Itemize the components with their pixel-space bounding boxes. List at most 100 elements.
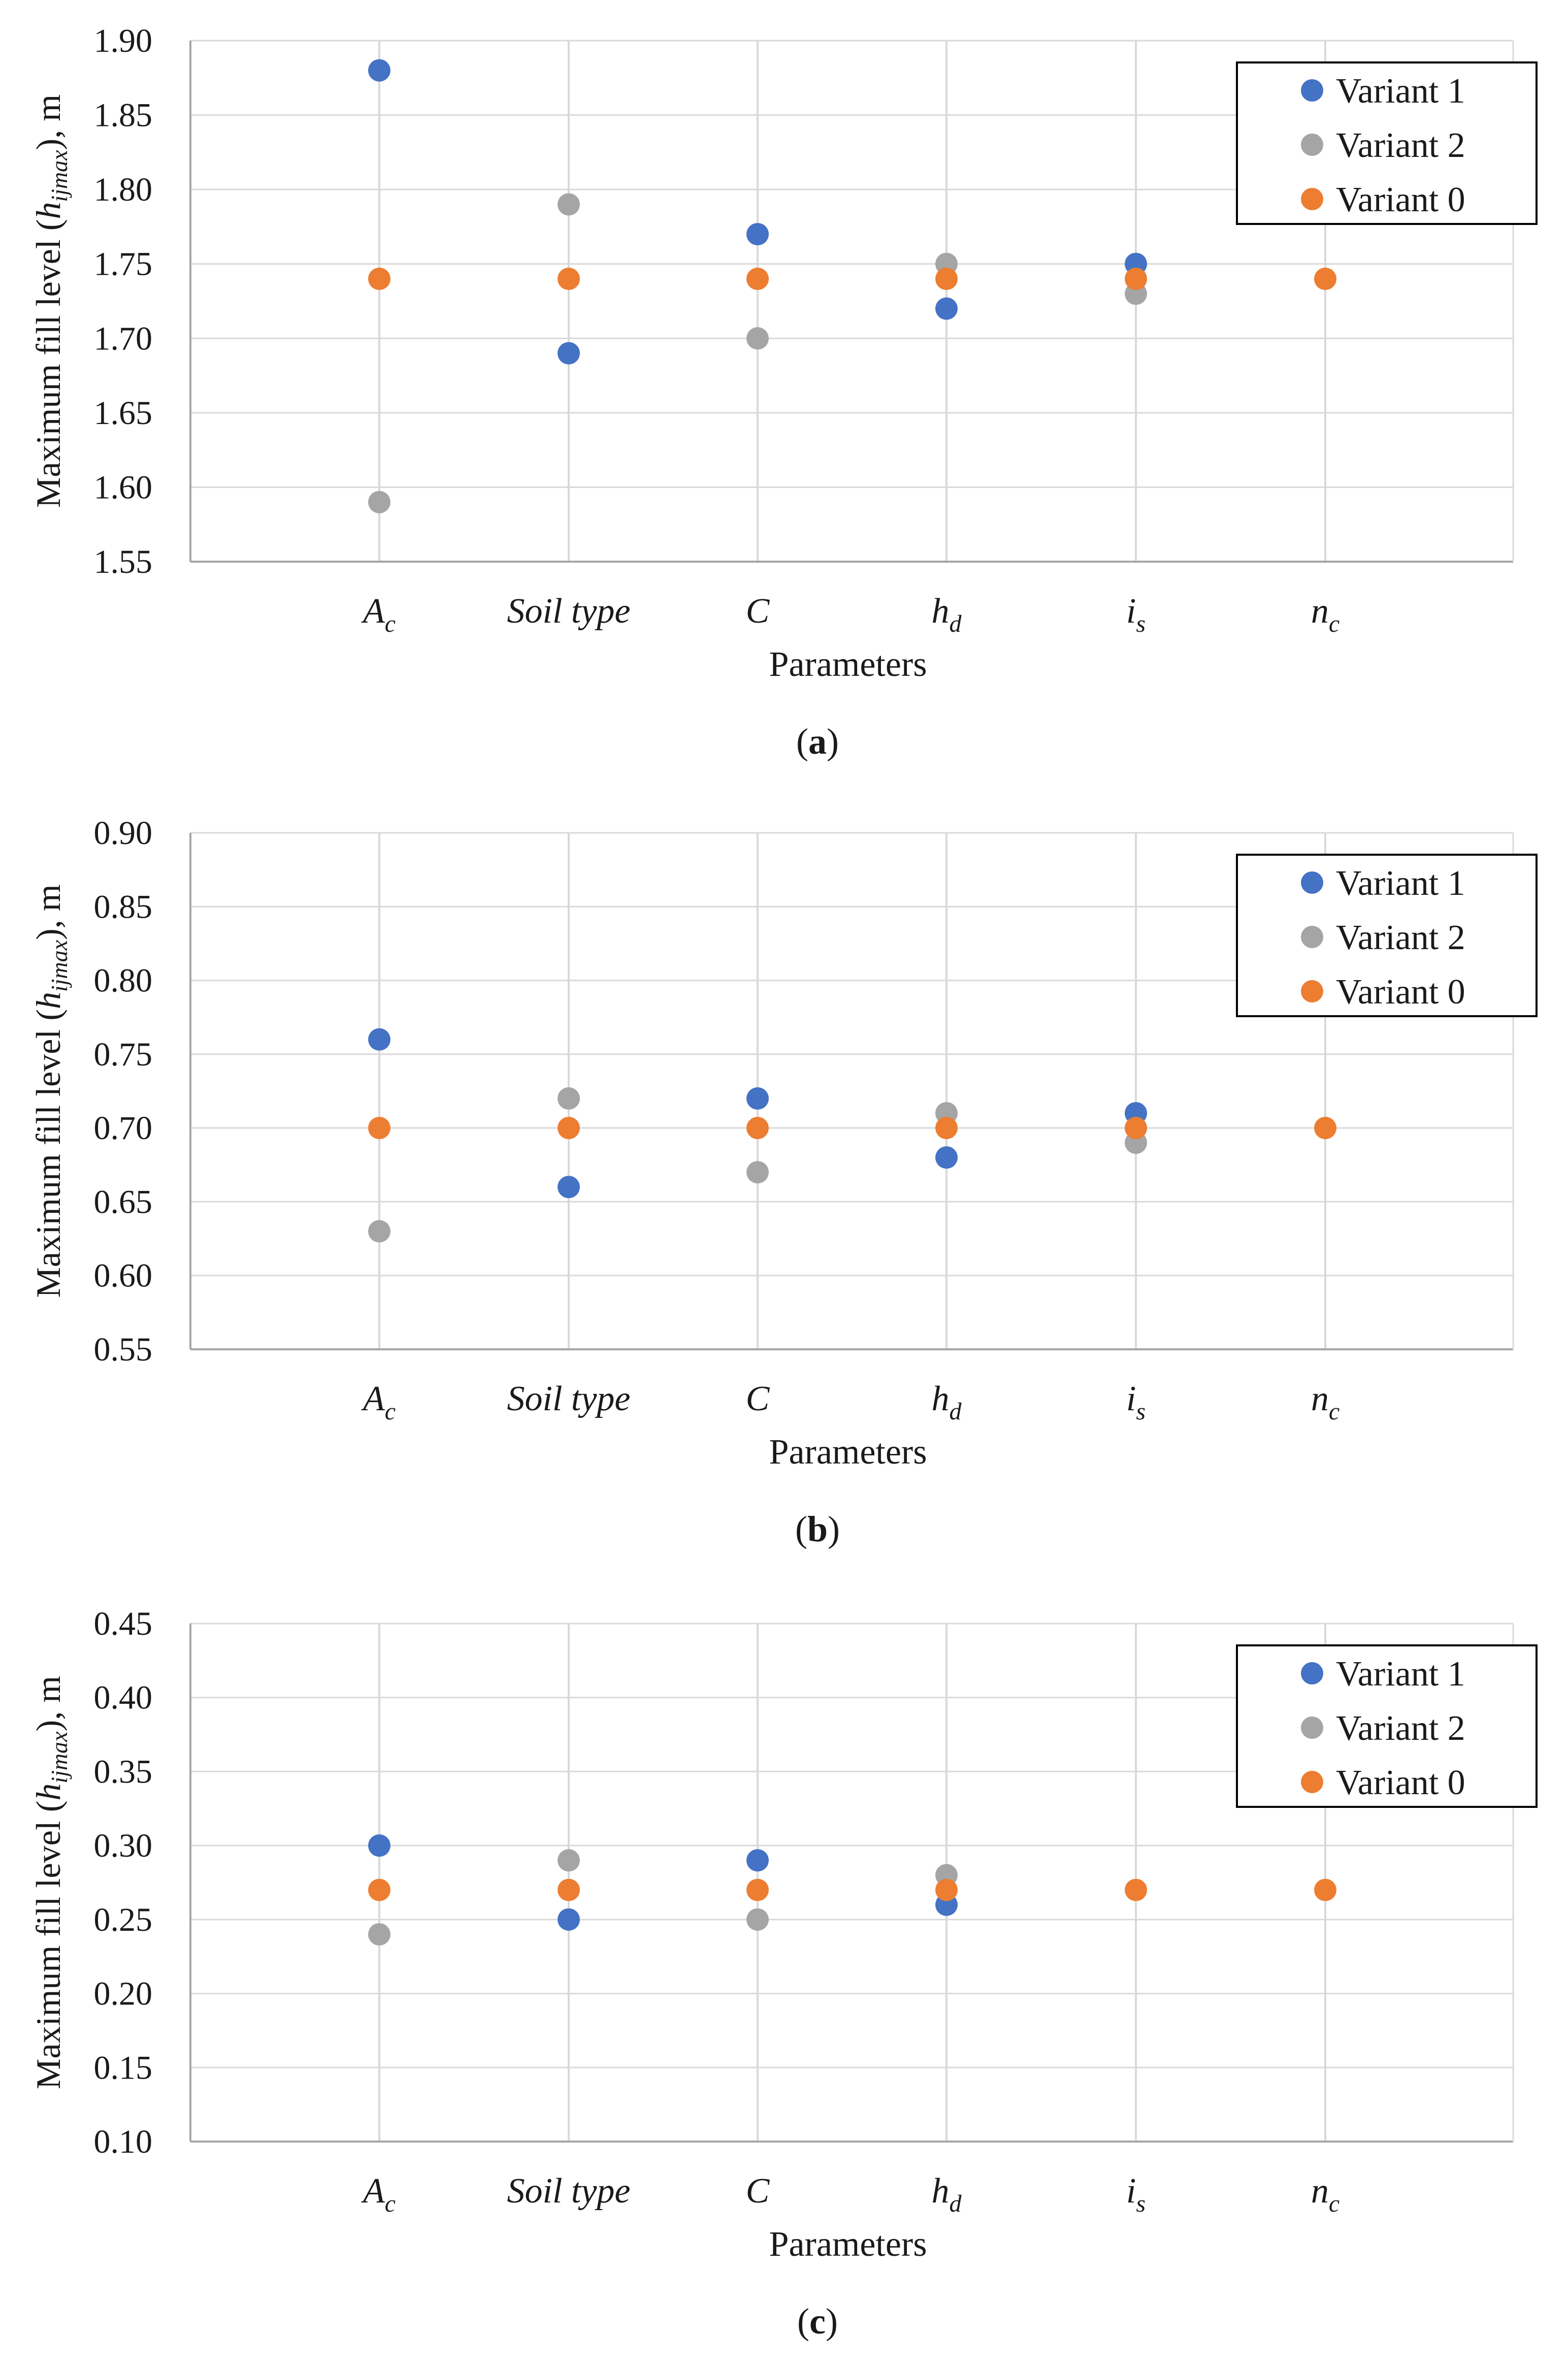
caption-letter: c <box>809 2301 826 2342</box>
x-category-main: A <box>361 1379 385 1418</box>
legend-box <box>1236 854 1538 1017</box>
point-variant-2-1 <box>558 1849 580 1872</box>
y-label-end: ), m <box>29 94 68 150</box>
legend-box <box>1236 61 1538 225</box>
x-category-main: C <box>746 2171 770 2211</box>
x-category-main: n <box>1311 2171 1329 2211</box>
x-category-sub: c <box>1329 1398 1340 1425</box>
point-variant-1-3 <box>935 297 958 320</box>
point-variant-2-0 <box>368 1220 390 1243</box>
legend-label: Variant 0 <box>1336 973 1465 1012</box>
x-category-sub: c <box>385 1398 396 1425</box>
y-tick-label: 0.45 <box>94 1605 153 1642</box>
x-category-label: Soil type <box>507 2171 631 2211</box>
legend-label: Variant 0 <box>1336 1763 1465 1802</box>
caption-close: ) <box>828 1509 840 1549</box>
y-label-main: Maximum fill level ( <box>29 1009 68 1298</box>
point-variant-0-1 <box>558 1117 580 1140</box>
y-tick-label: 0.75 <box>94 1036 153 1073</box>
point-variant-0-2 <box>746 1117 769 1140</box>
y-label-main: Maximum fill level ( <box>29 219 68 508</box>
y-label-end: ), m <box>29 1676 68 1732</box>
point-variant-0-3 <box>935 1117 958 1140</box>
y-tick-label: 1.85 <box>94 97 153 134</box>
legend-marker-variant-2 <box>1301 926 1323 948</box>
x-category-sub: c <box>385 2190 396 2217</box>
x-category-main: i <box>1126 2171 1136 2211</box>
point-variant-2-2 <box>746 327 769 350</box>
caption-close: ) <box>826 2301 838 2342</box>
x-category-label: nc <box>1311 592 1340 637</box>
point-variant-1-0 <box>368 59 390 82</box>
y-tick-label: 0.85 <box>94 888 153 925</box>
legend-marker-variant-0 <box>1301 188 1323 210</box>
point-variant-2-0 <box>368 491 390 513</box>
point-variant-0-2 <box>746 1878 769 1901</box>
y-label-main: Maximum fill level ( <box>29 1801 68 2089</box>
caption-letter: b <box>807 1509 828 1549</box>
x-category-sub: s <box>1136 610 1146 637</box>
x-category-label: is <box>1126 592 1146 637</box>
legend-box <box>1236 1644 1538 1808</box>
caption-open: ( <box>797 2301 809 2342</box>
y-tick-label: 1.65 <box>94 395 153 432</box>
point-variant-1-3 <box>935 1146 958 1169</box>
y-tick-label: 0.80 <box>94 962 153 999</box>
y-axis-label: Maximum fill level (hijmax), m <box>29 1676 72 2089</box>
point-variant-1-1 <box>558 1908 580 1931</box>
x-category-sub: c <box>1329 610 1340 637</box>
x-category-main: Soil type <box>507 1379 631 1418</box>
x-category-label: hd <box>932 1379 962 1425</box>
legend-label: Variant 2 <box>1336 1709 1465 1748</box>
y-label-symbol: h <box>29 992 68 1009</box>
x-category-label: C <box>746 592 770 631</box>
x-category-main: A <box>361 592 385 631</box>
point-variant-2-2 <box>746 1908 769 1931</box>
x-category-label: Soil type <box>507 592 631 631</box>
x-category-main: i <box>1126 592 1136 631</box>
x-category-main: n <box>1311 592 1329 631</box>
x-category-main: Soil type <box>507 2171 631 2211</box>
x-category-sub: c <box>1329 2190 1340 2217</box>
point-variant-0-0 <box>368 1878 390 1901</box>
x-category-main: C <box>746 592 770 631</box>
legend-label: Variant 1 <box>1336 72 1465 111</box>
y-axis-label: Maximum fill level (hijmax), m <box>29 884 72 1298</box>
point-variant-1-2 <box>746 1087 769 1110</box>
panel-caption: (c) <box>797 2301 838 2342</box>
caption-open: ( <box>796 721 808 762</box>
point-variant-0-4 <box>1125 1117 1147 1140</box>
x-category-label: hd <box>932 2171 962 2217</box>
y-tick-label: 0.20 <box>94 1975 153 2013</box>
x-category-sub: s <box>1136 2190 1146 2217</box>
y-tick-label: 1.75 <box>94 246 153 283</box>
y-tick-label: 0.65 <box>94 1183 153 1220</box>
point-variant-0-5 <box>1314 1878 1336 1901</box>
y-label-symbol: h <box>29 1784 68 1801</box>
y-tick-label: 0.70 <box>94 1110 153 1147</box>
x-category-label: C <box>746 2171 770 2211</box>
point-variant-2-2 <box>746 1161 769 1184</box>
x-category-main: h <box>932 592 950 631</box>
legend-marker-variant-0 <box>1301 1771 1323 1793</box>
panel-caption: (a) <box>796 721 839 762</box>
x-category-sub: c <box>385 610 396 637</box>
point-variant-1-0 <box>368 1834 390 1857</box>
panel-caption: (b) <box>795 1509 840 1549</box>
point-variant-0-0 <box>368 268 390 290</box>
legend-label: Variant 2 <box>1336 126 1465 165</box>
chart-panel-b: 0.55 0.60 0.65 0.70 0.75 0.80 0.85 0.90 Ac Soil t… <box>29 815 1538 1549</box>
legend-label: Variant 1 <box>1336 1655 1465 1694</box>
caption-open: ( <box>795 1509 807 1549</box>
point-variant-0-0 <box>368 1117 390 1140</box>
chart-panel-c: 0.10 0.15 0.20 0.25 0.30 0.35 0.40 0.45 Ac Soil t… <box>29 1605 1538 2342</box>
point-variant-2-1 <box>558 1087 580 1110</box>
legend-label: Variant 2 <box>1336 918 1465 957</box>
legend-marker-variant-1 <box>1301 1662 1323 1684</box>
y-tick-label: 0.25 <box>94 1901 153 1938</box>
point-variant-2-0 <box>368 1923 390 1946</box>
point-variant-0-2 <box>746 268 769 290</box>
x-category-label: hd <box>932 592 962 637</box>
x-axis-label: Parameters <box>769 2225 927 2264</box>
